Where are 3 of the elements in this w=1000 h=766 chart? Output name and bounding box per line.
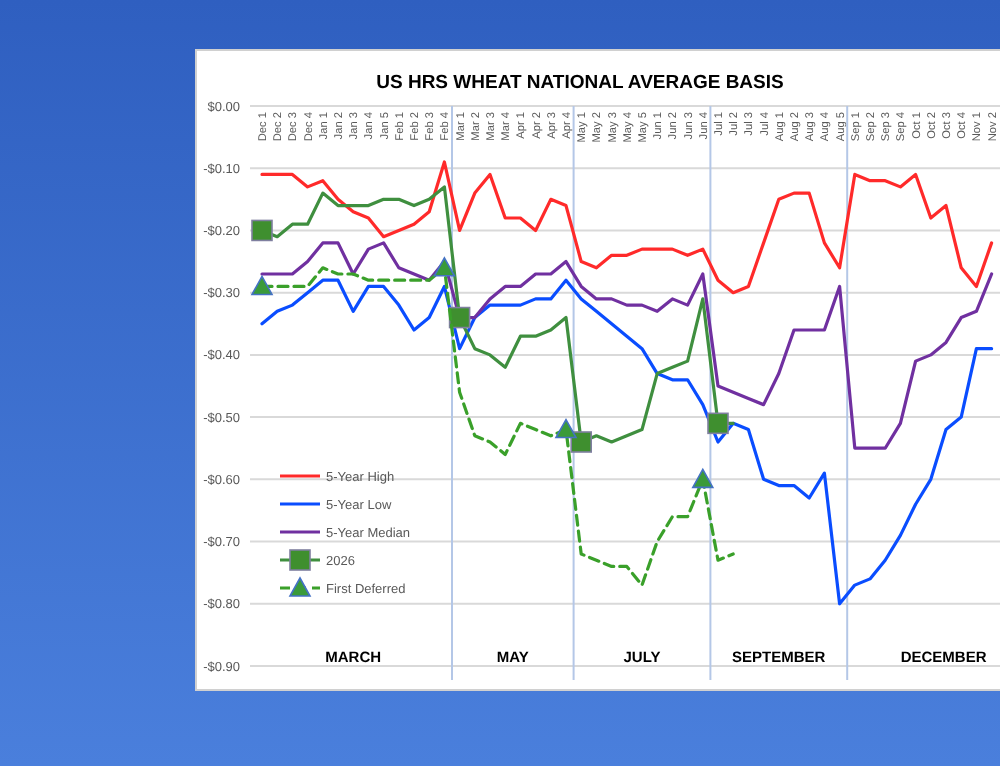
line-series — [260, 160, 994, 295]
chart-title: US HRS WHEAT NATIONAL AVERAGE BASIS — [376, 72, 784, 94]
line-series — [260, 278, 994, 606]
